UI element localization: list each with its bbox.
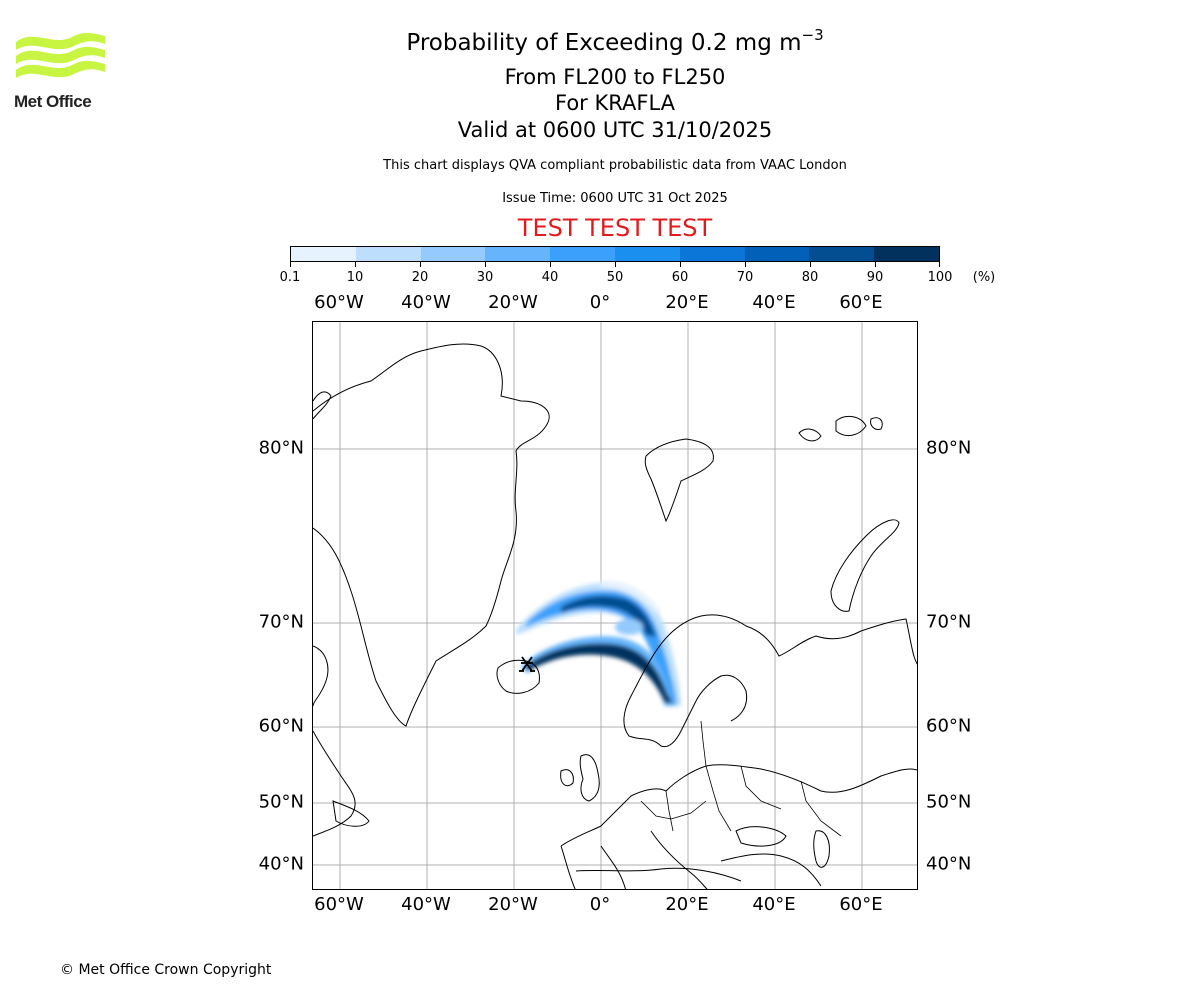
logo-text: Met Office [14, 92, 92, 111]
colorbar-bin-6 [679, 247, 745, 261]
latitude-label-right: 80°N [926, 437, 972, 459]
latitude-label-right: 50°N [926, 791, 972, 813]
longitude-label-bottom: 20°E [665, 894, 709, 915]
colorbar-tick-label: 60 [671, 270, 689, 285]
longitude-label-top: 60°E [839, 292, 883, 313]
longitude-label-bottom: 0° [589, 894, 611, 915]
colorbar-tick-label: 100 [927, 270, 953, 285]
description-text: This chart displays QVA compliant probab… [383, 158, 847, 173]
chart-title: Probability of Exceeding 0.2 mg m−3 [0, 28, 1200, 57]
latitude-label-right: 70°N [926, 611, 972, 633]
map-canvas [313, 322, 917, 889]
colorbar-tick [875, 262, 876, 267]
colorbar-unit: (%) [972, 270, 996, 285]
test-banner: TEST TEST TEST [517, 214, 713, 242]
latitude-label-left: 60°N [258, 715, 304, 737]
colorbar-tick-label: 0.1 [279, 270, 301, 285]
volcano-symbol-icon [519, 656, 535, 672]
colorbar-bin-2 [420, 247, 486, 261]
met-office-logo: Met Office [14, 30, 114, 112]
latitude-label-left: 80°N [258, 437, 304, 459]
map-panel[interactable] [312, 321, 918, 890]
latitude-label-right: 40°N [926, 853, 972, 875]
issue-time: Issue Time: 0600 UTC 31 Oct 2025 [502, 191, 728, 206]
colorbar-bin-0 [291, 247, 356, 261]
colorbar-bin-3 [485, 247, 551, 261]
colorbar-tick-label: 40 [541, 270, 559, 285]
colorbar [290, 246, 940, 262]
colorbar-bin-7 [744, 247, 810, 261]
colorbar-tick [810, 262, 811, 267]
longitude-label-top: 20°E [665, 292, 709, 313]
longitude-label-top: 20°W [488, 292, 538, 313]
longitude-label-top: 0° [589, 292, 611, 313]
valid-time: Valid at 0600 UTC 31/10/2025 [457, 118, 773, 142]
colorbar-tick-label: 90 [866, 270, 884, 285]
colorbar-tick [939, 262, 940, 267]
copyright-text: © Met Office Crown Copyright [60, 962, 272, 978]
latitude-label-left: 70°N [258, 611, 304, 633]
title-text: Probability of Exceeding 0.2 mg m [406, 30, 802, 56]
latitude-label-right: 60°N [926, 715, 972, 737]
colorbar-bin-5 [614, 247, 680, 261]
longitude-label-bottom: 60°E [839, 894, 883, 915]
longitude-label-top: 40°E [752, 292, 796, 313]
latitude-label-left: 50°N [258, 791, 304, 813]
colorbar-tick-label: 20 [411, 270, 429, 285]
level-range: From FL200 to FL250 [504, 65, 726, 89]
colorbar-tick [680, 262, 681, 267]
colorbar-tick [745, 262, 746, 267]
colorbar-bin-9 [874, 247, 939, 261]
met-office-waves-icon [16, 32, 105, 78]
colorbar-tick [355, 262, 356, 267]
ash-plume [516, 580, 681, 706]
colorbar-tick [550, 262, 551, 267]
colorbar-tick-label: 70 [736, 270, 754, 285]
longitude-label-bottom: 40°W [401, 894, 451, 915]
colorbar-tick-label: 10 [346, 270, 364, 285]
colorbar-bin-4 [550, 247, 615, 261]
colorbar-tick [485, 262, 486, 267]
longitude-label-top: 60°W [314, 292, 364, 313]
longitude-label-top: 40°W [401, 292, 451, 313]
colorbar-tick-label: 50 [606, 270, 624, 285]
colorbar-bin-1 [355, 247, 421, 261]
colorbar-tick-label: 80 [801, 270, 819, 285]
longitude-label-bottom: 60°W [314, 894, 364, 915]
volcano-name: For KRAFLA [555, 91, 675, 115]
longitude-label-bottom: 20°W [488, 894, 538, 915]
colorbar-tick [420, 262, 421, 267]
colorbar-tick [615, 262, 616, 267]
longitude-label-bottom: 40°E [752, 894, 796, 915]
title-superscript: −3 [801, 26, 824, 44]
colorbar-tick-label: 30 [476, 270, 494, 285]
coastlines [313, 343, 917, 889]
latitude-label-left: 40°N [258, 853, 304, 875]
colorbar-tick [290, 262, 291, 267]
colorbar-bin-8 [809, 247, 875, 261]
